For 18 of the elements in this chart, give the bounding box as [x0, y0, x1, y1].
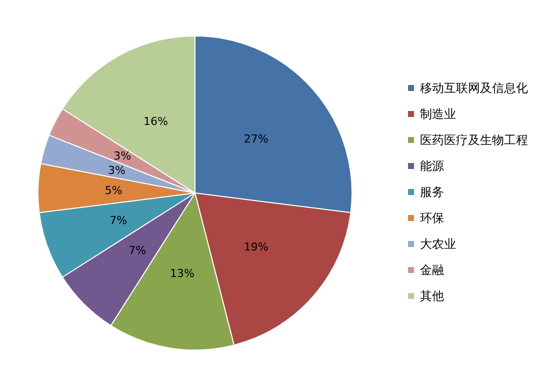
- legend-label: 能源: [420, 159, 444, 173]
- legend-label: 制造业: [420, 107, 456, 121]
- data-label: 7%: [128, 244, 146, 258]
- data-label: 3%: [114, 150, 132, 162]
- data-label: 5%: [104, 184, 122, 197]
- data-label: 13%: [170, 266, 194, 280]
- data-label: 27%: [244, 132, 268, 146]
- legend-label: 其他: [420, 289, 444, 303]
- legend-label: 服务: [420, 185, 444, 199]
- legend-label: 金融: [420, 263, 444, 277]
- data-label: 3%: [108, 164, 126, 177]
- legend-label: 大农业: [420, 237, 456, 251]
- data-label: 19%: [244, 240, 268, 254]
- legend-label: 移动互联网及信息化: [420, 81, 528, 95]
- legend-label: 医药医疗及生物工程: [420, 133, 528, 147]
- data-label: 7%: [110, 214, 128, 228]
- data-label: 16%: [144, 115, 168, 128]
- legend-label: 环保: [420, 211, 444, 225]
